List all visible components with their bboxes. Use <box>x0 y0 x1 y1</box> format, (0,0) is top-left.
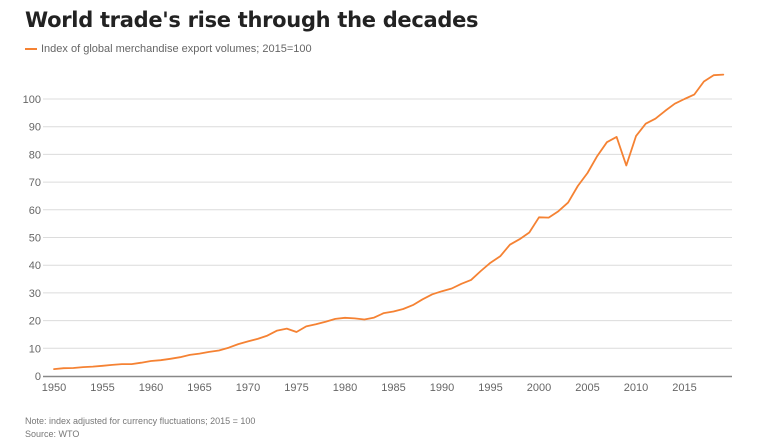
y-tick-label: 80 <box>29 149 41 161</box>
legend-label: Index of global merchandise export volum… <box>41 43 312 55</box>
footer-note: Note: index adjusted for currency fluctu… <box>25 416 256 426</box>
y-tick-label: 60 <box>29 205 41 217</box>
y-tick-label: 30 <box>29 288 41 300</box>
footer-source: Source: WTO <box>25 429 80 439</box>
footer: Note: index adjusted for currency fluctu… <box>25 415 255 441</box>
y-tick-label: 20 <box>29 316 41 328</box>
x-tick-label: 1985 <box>381 382 405 394</box>
x-tick-label: 1995 <box>478 382 502 394</box>
x-tick-label: 1960 <box>139 382 163 394</box>
x-tick-label: 1980 <box>333 382 357 394</box>
y-tick-label: 70 <box>29 177 41 189</box>
x-axis: 1950 1955 1960 1965 1970 1975 1980 1985 1990 1995… <box>42 375 732 394</box>
x-tick-label: 2000 <box>527 382 551 394</box>
x-tick-label: 1990 <box>430 382 454 394</box>
series-line <box>53 73 725 371</box>
y-tick-label: 90 <box>29 122 41 134</box>
chart-title: World trade's rise through the decades <box>25 8 479 32</box>
y-tick-label: 50 <box>29 233 41 245</box>
x-tick-label: 1955 <box>90 382 114 394</box>
y-axis: 0 10 20 30 40 50 60 70 80 90 100 <box>23 94 41 383</box>
x-tick-label: 1970 <box>236 382 260 394</box>
y-tick-label: 100 <box>23 94 41 106</box>
x-tick-label: 2010 <box>624 382 648 394</box>
series-layer <box>53 73 725 371</box>
x-tick-label: 1965 <box>187 382 211 394</box>
legend: Index of global merchandise export volum… <box>25 43 312 55</box>
x-tick-label: 1950 <box>42 382 66 394</box>
x-tick-label: 2005 <box>575 382 599 394</box>
legend-swatch <box>25 48 37 50</box>
y-tick-label: 10 <box>29 343 41 355</box>
y-tick-label: 0 <box>35 371 41 383</box>
gridlines <box>43 98 732 349</box>
x-tick-label: 1975 <box>284 382 308 394</box>
y-tick-label: 40 <box>29 260 41 272</box>
x-tick-label: 2015 <box>672 382 696 394</box>
